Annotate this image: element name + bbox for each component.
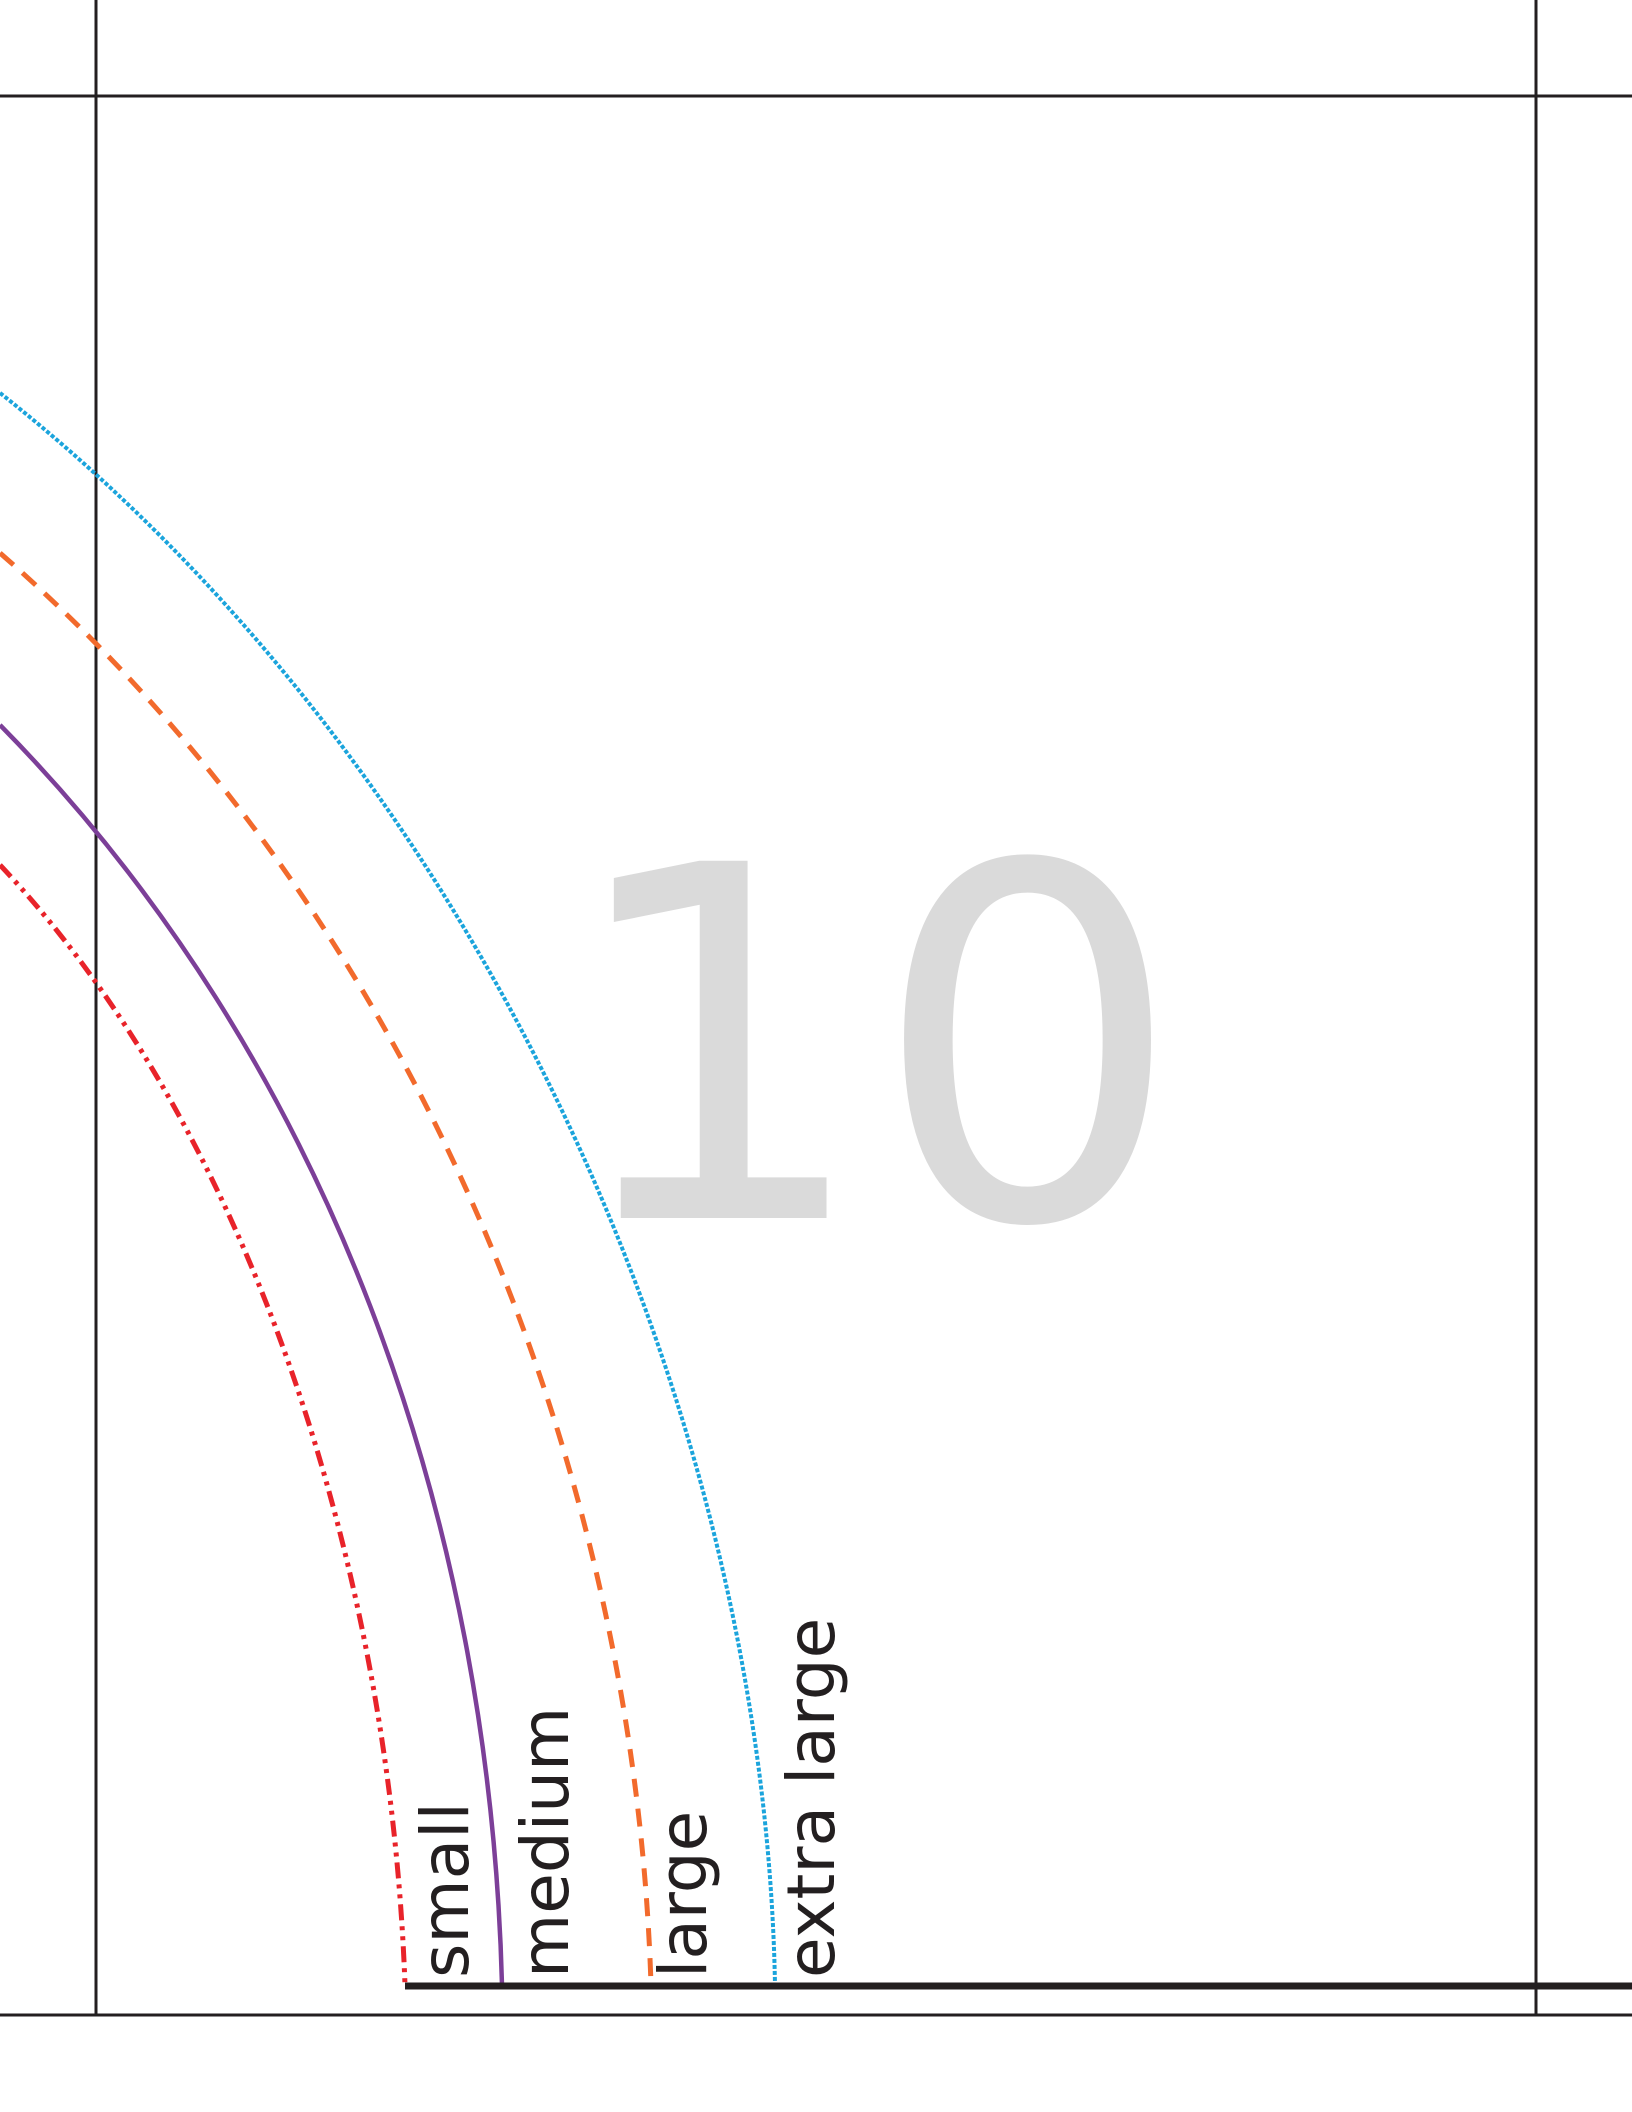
size-label-large: large	[645, 1811, 722, 1978]
cut-line-extra-large	[0, 391, 777, 1986]
page-number: 10	[560, 763, 1184, 1334]
size-label-extra-large: extra large	[773, 1618, 850, 1978]
size-label-medium: medium	[507, 1707, 584, 1978]
cut-line-medium	[0, 723, 505, 1986]
cut-line-small	[0, 863, 408, 1986]
cut-line-large	[0, 551, 654, 1986]
size-label-small: small	[407, 1802, 484, 1978]
tile-frame	[0, 0, 1632, 2017]
